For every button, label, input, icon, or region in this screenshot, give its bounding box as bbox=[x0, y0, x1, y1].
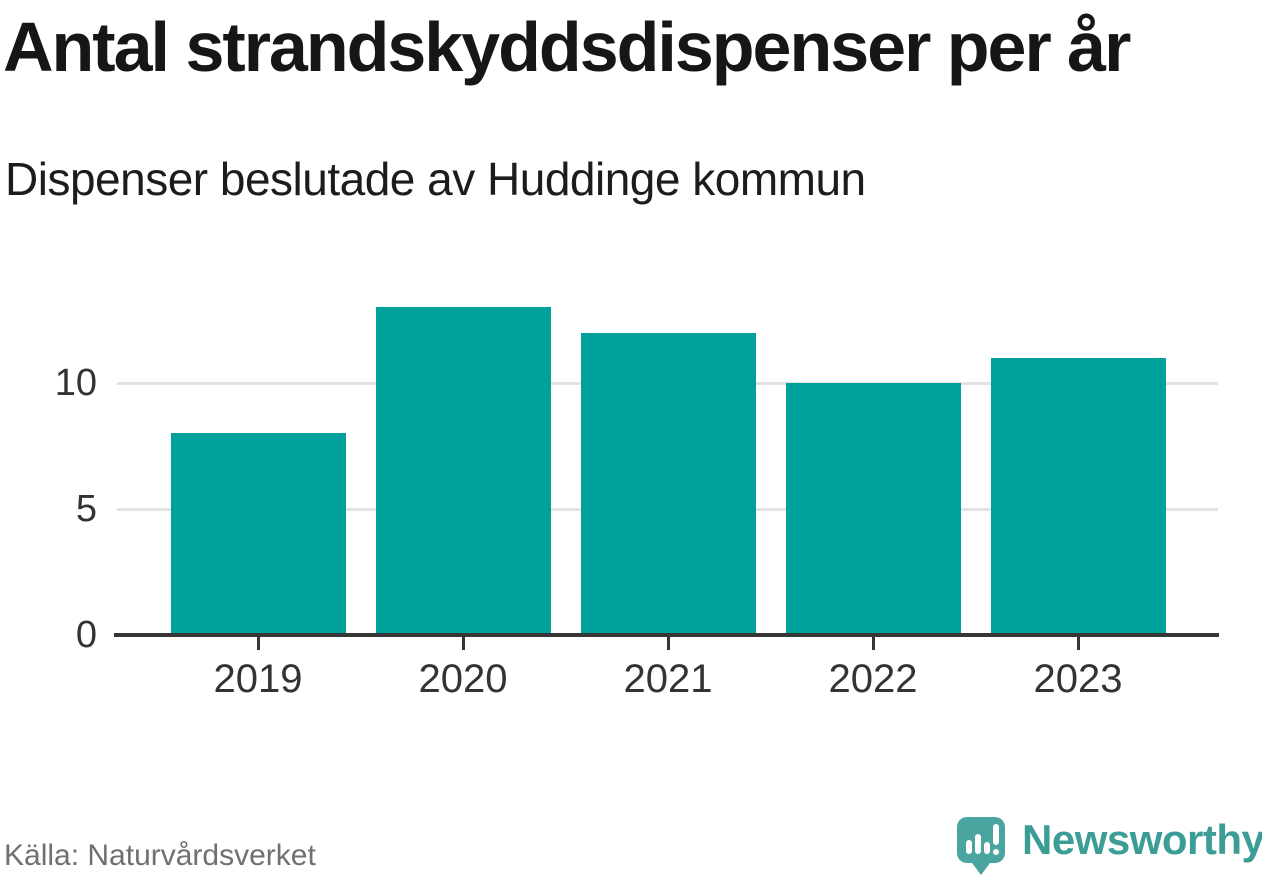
source-label: Källa: Naturvårdsverket bbox=[4, 839, 316, 872]
newsworthy-logo: Newsworthy bbox=[946, 806, 1262, 876]
x-axis-tick-2021 bbox=[666, 637, 670, 650]
x-axis-tick-2020 bbox=[461, 637, 465, 650]
x-axis-line bbox=[114, 633, 1219, 637]
bar-2019 bbox=[170, 433, 346, 635]
x-axis-label-2019: 2019 bbox=[213, 657, 303, 701]
newsworthy-bubble-bar-chart-icon bbox=[957, 817, 1005, 875]
newsworthy-wordmark: Newsworthy bbox=[1022, 816, 1262, 863]
x-axis-tick-2019 bbox=[256, 637, 260, 650]
x-axis-label-2021: 2021 bbox=[623, 657, 713, 701]
x-axis-label-2022: 2022 bbox=[828, 657, 918, 701]
y-axis-label-0: 0 bbox=[75, 614, 97, 656]
bar-2021 bbox=[580, 332, 756, 635]
x-axis-label-2023: 2023 bbox=[1033, 657, 1123, 701]
y-axis-label-5: 5 bbox=[75, 488, 97, 530]
x-axis-tick-2023 bbox=[1076, 637, 1080, 650]
bar-2022 bbox=[785, 383, 961, 635]
x-axis-label-2020: 2020 bbox=[418, 657, 508, 701]
chart-subtitle: Dispenser beslutade av Huddinge kommun bbox=[5, 153, 866, 205]
x-axis-tick-2022 bbox=[871, 637, 875, 650]
chart-title: Antal strandskyddsdispenser per år bbox=[3, 8, 1131, 86]
bar-2023 bbox=[990, 357, 1166, 635]
bar-2020 bbox=[375, 307, 551, 635]
y-axis-label-10: 10 bbox=[54, 362, 97, 404]
